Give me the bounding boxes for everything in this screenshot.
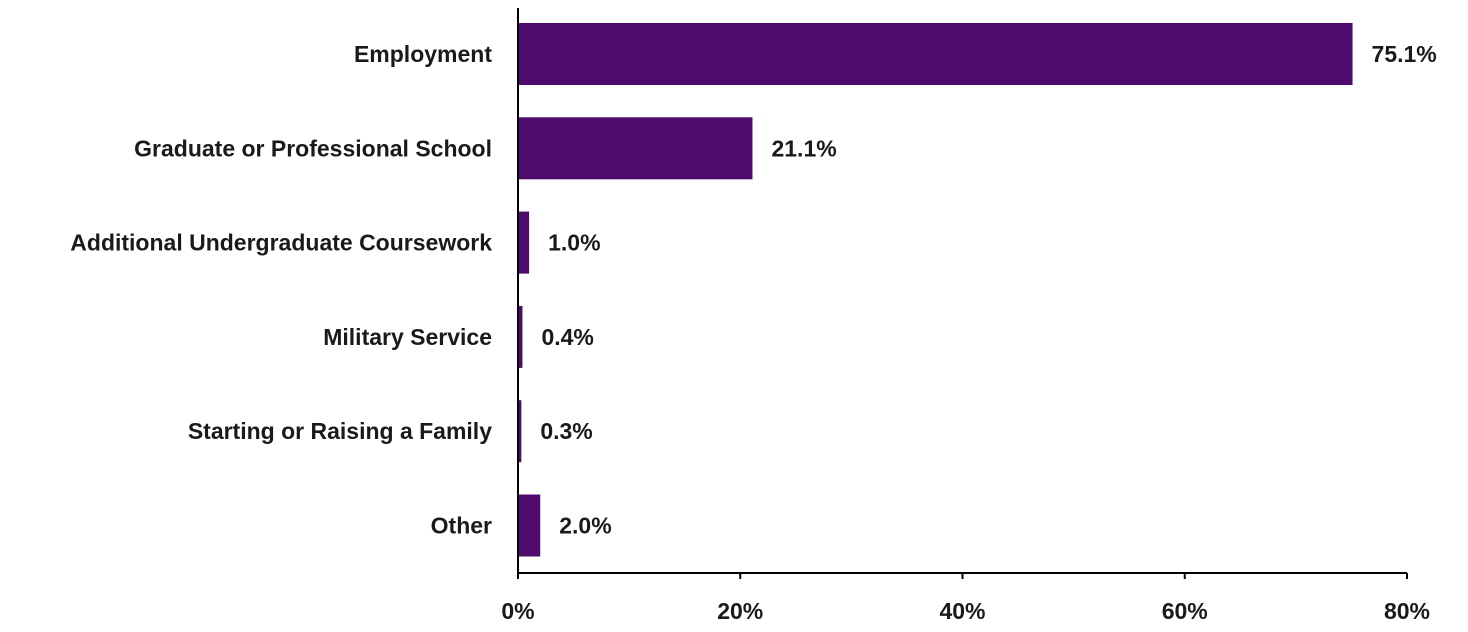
- data-label-2: 1.0%: [548, 230, 600, 256]
- category-label-2: Additional Undergraduate Coursework: [70, 230, 492, 256]
- data-label-3: 0.4%: [541, 324, 593, 350]
- x-tick-label-4: 80%: [1384, 598, 1430, 624]
- bar-5: [518, 494, 541, 557]
- category-label-4: Starting or Raising a Family: [188, 418, 492, 444]
- category-label-1: Graduate or Professional School: [134, 135, 492, 161]
- bar-0: [518, 23, 1353, 85]
- data-label-5: 2.0%: [559, 513, 611, 539]
- data-label-1: 21.1%: [771, 135, 836, 161]
- data-label-4: 0.3%: [540, 418, 592, 444]
- axes-layer: [517, 8, 1408, 579]
- category-label-5: Other: [431, 513, 492, 539]
- category-label-0: Employment: [354, 41, 492, 67]
- x-tick-label-0: 0%: [501, 598, 534, 624]
- x-tick-label-2: 40%: [939, 598, 985, 624]
- bar-1: [518, 117, 753, 180]
- data-label-0: 75.1%: [1372, 41, 1437, 67]
- x-tick-label-3: 60%: [1162, 598, 1208, 624]
- bar-3: [518, 305, 523, 368]
- bar-2: [518, 211, 530, 274]
- bars-layer: [518, 23, 1353, 557]
- category-label-3: Military Service: [323, 324, 492, 350]
- labels-layer: Employment 75.1% Graduate or Professional …: [70, 41, 1436, 624]
- bar-4: [518, 400, 522, 463]
- x-tick-label-1: 20%: [717, 598, 763, 624]
